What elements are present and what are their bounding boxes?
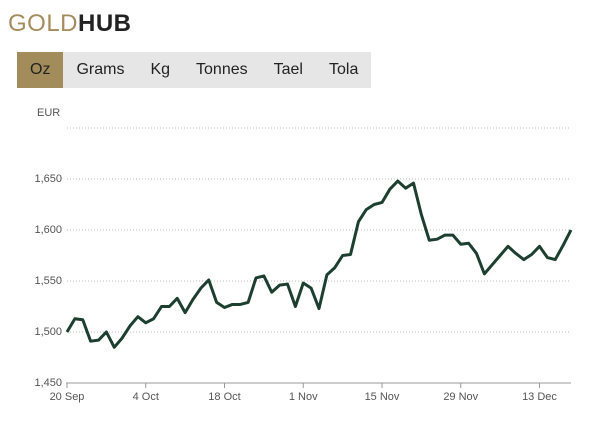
unit-tab[interactable]: Tola	[328, 61, 359, 78]
x-tick-label: 20 Sep	[50, 391, 85, 403]
y-tick-label: 1,650	[34, 173, 62, 185]
y-tick-label: 1,450	[34, 377, 62, 389]
price-line	[65, 179, 573, 349]
x-tick-label: 29 Nov	[443, 391, 478, 403]
x-tick-label: 13 Dec	[522, 391, 557, 403]
unit-tab[interactable]: Tael	[273, 61, 303, 78]
logo-gold: GOLD	[8, 10, 79, 37]
y-tick-label: 1,600	[34, 224, 62, 236]
logo: GOLDHUB	[8, 10, 132, 38]
unit-tabs: Oz Grams Kg Tonnes Tael Tola	[17, 52, 372, 88]
x-tick-label: 15 Nov	[365, 391, 400, 403]
x-tick-label: 4 Oct	[133, 391, 159, 403]
unit-tab[interactable]: Grams	[76, 61, 125, 78]
y-tick-label: 1,550	[34, 275, 62, 287]
unit-tab[interactable]: Kg	[150, 61, 171, 78]
y-axis-label: EUR	[37, 107, 60, 119]
x-tick-label: 1 Nov	[289, 391, 318, 403]
x-tick-label: 18 Oct	[208, 391, 240, 403]
y-tick-label: 1,500	[34, 326, 62, 338]
unit-tab[interactable]: Tonnes	[196, 61, 248, 78]
unit-tab[interactable]: Oz	[17, 52, 64, 88]
logo-hub: HUB	[78, 10, 132, 37]
